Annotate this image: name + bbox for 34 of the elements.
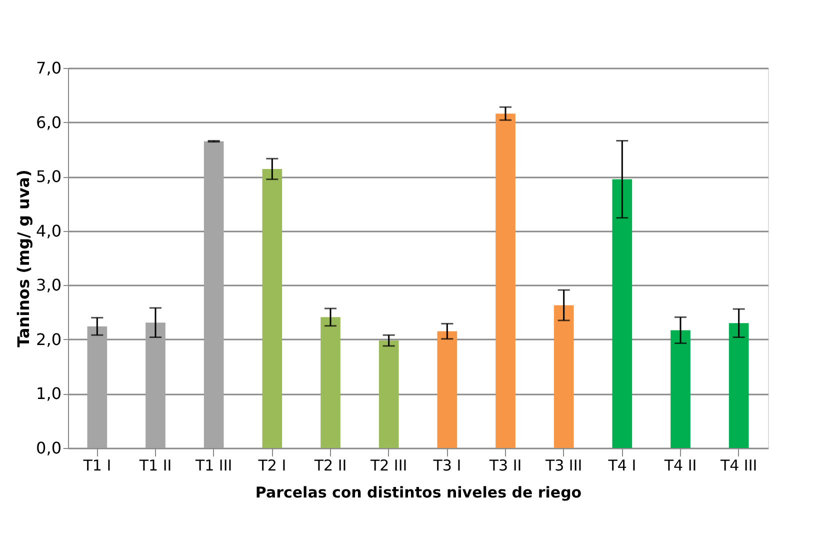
- x-tick-label: T4 II: [663, 456, 697, 474]
- bar: [496, 114, 516, 448]
- y-tick-label: 7,0: [36, 58, 62, 78]
- bar: [378, 340, 399, 448]
- x-tick-label: T3 II: [488, 456, 522, 474]
- x-tick-label: T2 I: [257, 456, 286, 474]
- y-tick-label: 6,0: [36, 112, 62, 132]
- x-tick-label: T2 II: [313, 456, 347, 474]
- y-tick-label: 3,0: [36, 276, 62, 295]
- bar: [146, 322, 166, 448]
- y-tick-label: 1,0: [36, 384, 62, 404]
- bar: [670, 330, 690, 448]
- y-axis-title: Taninos (mg/ g uva): [14, 170, 34, 348]
- bar: [262, 168, 282, 448]
- bar: [554, 305, 574, 448]
- x-tick-label: T3 I: [432, 456, 462, 474]
- x-tick-label: T2 III: [369, 456, 408, 474]
- bar: [204, 141, 224, 448]
- x-tick-label: T3 III: [544, 456, 582, 474]
- y-tick-label: 2,0: [36, 330, 62, 349]
- y-tick-label: 0,0: [36, 438, 62, 458]
- x-tick-label: T4 III: [719, 456, 758, 474]
- bar: [87, 326, 108, 448]
- x-tick-label: T4 I: [607, 456, 636, 474]
- y-tick-label: 5,0: [36, 167, 62, 186]
- x-tick-label: T1 I: [82, 456, 112, 474]
- bar: [320, 317, 340, 448]
- bar: [728, 323, 749, 448]
- x-tick-label: T1 III: [194, 456, 232, 474]
- x-tick-label: T1 II: [138, 456, 172, 474]
- x-axis-title: Parcelas con distintos niveles de riego: [255, 484, 582, 502]
- y-tick-label: 4,0: [36, 221, 62, 240]
- bar: [437, 331, 458, 448]
- bar: [612, 179, 632, 448]
